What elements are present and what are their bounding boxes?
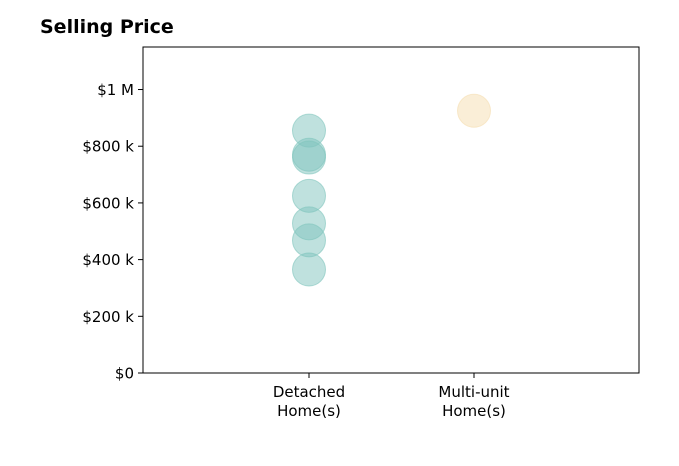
y-tick-label: $800 k [82, 138, 134, 156]
chart-title: Selling Price [40, 16, 174, 38]
x-tick-label-line: Home(s) [277, 402, 341, 420]
data-point [292, 223, 326, 258]
x-tick-label-line: Detached [273, 383, 345, 401]
y-tick-label: $200 k [82, 308, 134, 326]
data-point [292, 252, 326, 287]
x-tick-label: Multi-unit Home(s) [438, 383, 509, 420]
x-tick-label: Detached Home(s) [273, 383, 345, 420]
y-tick-label: $1 M [97, 81, 134, 99]
x-tick-label-line: Multi-unit [438, 383, 509, 401]
data-point [292, 140, 326, 175]
plot-frame [142, 46, 640, 374]
y-tick-label: $400 k [82, 251, 134, 269]
data-point [457, 93, 491, 128]
marks-layer [292, 93, 491, 287]
y-tick-label: $600 k [82, 194, 134, 212]
y-tick-label: $0 [115, 365, 134, 383]
x-tick-label-line: Home(s) [442, 402, 506, 420]
